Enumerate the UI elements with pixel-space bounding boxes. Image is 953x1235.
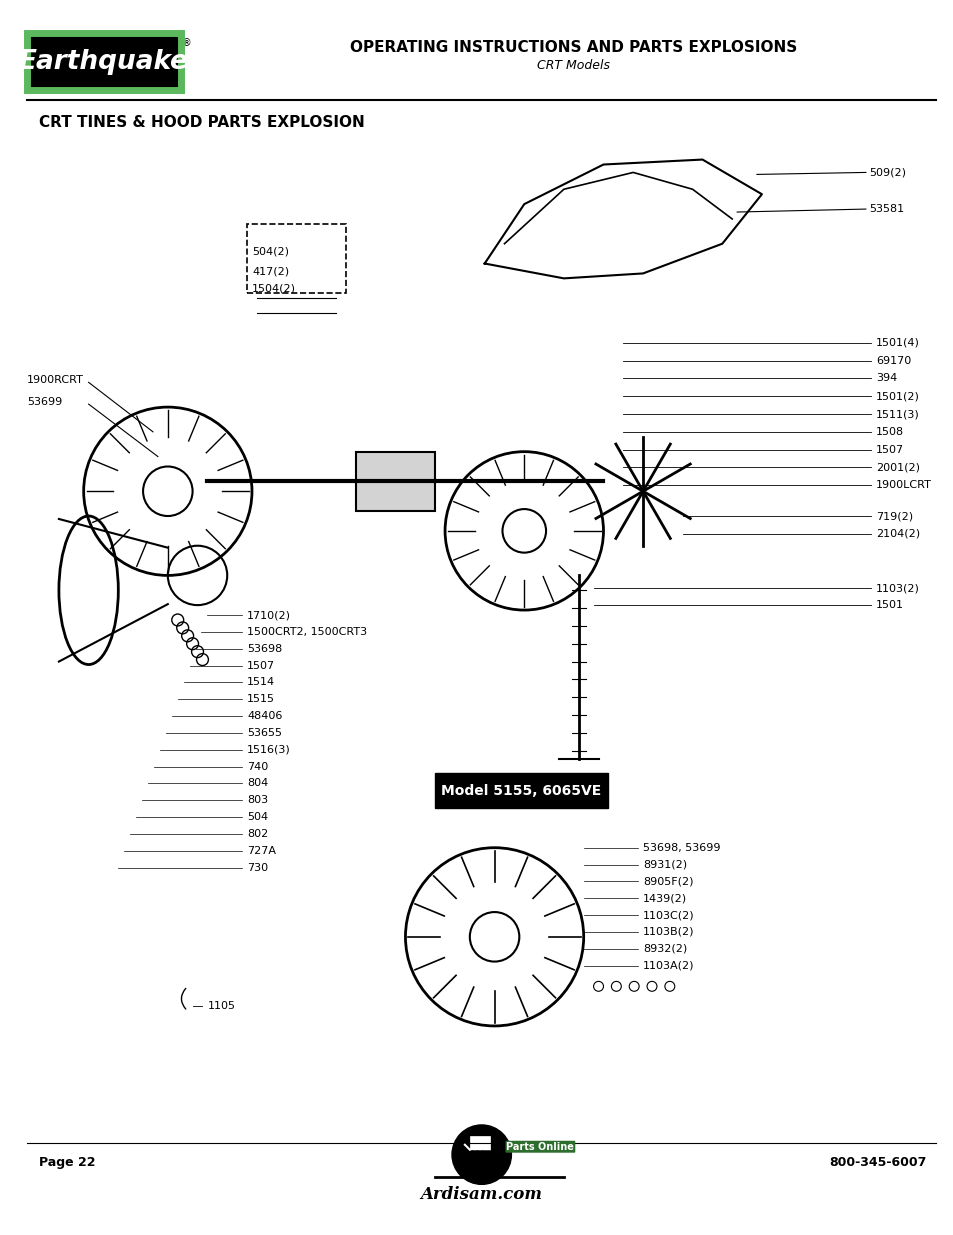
Text: 2001(2): 2001(2) xyxy=(875,462,919,473)
Text: 504: 504 xyxy=(247,813,268,823)
Text: 730: 730 xyxy=(247,862,268,872)
Text: 719(2): 719(2) xyxy=(875,511,912,521)
Text: 53581: 53581 xyxy=(868,204,903,214)
Circle shape xyxy=(482,1163,488,1170)
Text: 1507: 1507 xyxy=(875,445,902,454)
Text: 727A: 727A xyxy=(247,846,275,856)
Text: 504(2): 504(2) xyxy=(252,247,289,257)
Text: 1507: 1507 xyxy=(247,661,274,671)
Text: 1900LCRT: 1900LCRT xyxy=(875,480,931,490)
Text: ®: ® xyxy=(181,38,192,48)
Text: 1439(2): 1439(2) xyxy=(642,893,686,903)
Text: 1511(3): 1511(3) xyxy=(875,409,919,419)
Text: 69170: 69170 xyxy=(875,356,910,366)
Text: Model 5155, 6065VE: Model 5155, 6065VE xyxy=(440,784,600,798)
Text: OPERATING INSTRUCTIONS AND PARTS EXPLOSIONS: OPERATING INSTRUCTIONS AND PARTS EXPLOSI… xyxy=(350,41,797,56)
Text: 509(2): 509(2) xyxy=(868,168,905,178)
Text: 1508: 1508 xyxy=(875,427,902,437)
Text: 53698, 53699: 53698, 53699 xyxy=(642,842,720,852)
Text: Earthquake: Earthquake xyxy=(18,48,188,74)
Text: 394: 394 xyxy=(875,373,896,383)
Text: 1500CRT2, 1500CRT3: 1500CRT2, 1500CRT3 xyxy=(247,627,367,637)
Text: Ardisam.com: Ardisam.com xyxy=(420,1186,542,1203)
Text: Page 22: Page 22 xyxy=(39,1156,95,1170)
Text: 1501(4): 1501(4) xyxy=(875,337,919,348)
Circle shape xyxy=(469,1163,476,1170)
Text: CRT TINES & HOOD PARTS EXPLOSION: CRT TINES & HOOD PARTS EXPLOSION xyxy=(39,115,364,131)
Text: 1501(2): 1501(2) xyxy=(875,391,919,401)
Text: 800-345-6007: 800-345-6007 xyxy=(828,1156,925,1170)
Text: 1103A(2): 1103A(2) xyxy=(642,961,694,971)
Text: 1710(2): 1710(2) xyxy=(247,610,291,620)
Text: 1514: 1514 xyxy=(247,677,274,688)
FancyBboxPatch shape xyxy=(435,773,608,808)
Text: 740: 740 xyxy=(247,762,268,772)
Bar xyxy=(469,1136,489,1150)
Text: 1516(3): 1516(3) xyxy=(247,745,291,755)
Text: 804: 804 xyxy=(247,778,268,788)
Text: 1103C(2): 1103C(2) xyxy=(642,910,694,920)
Text: 8905F(2): 8905F(2) xyxy=(642,877,693,887)
FancyBboxPatch shape xyxy=(28,33,180,90)
Text: Parts Online: Parts Online xyxy=(506,1141,574,1152)
Text: 1103(2): 1103(2) xyxy=(875,583,919,593)
Text: 803: 803 xyxy=(247,795,268,805)
Text: 1105: 1105 xyxy=(207,1002,235,1011)
Circle shape xyxy=(452,1125,511,1184)
Text: 2104(2): 2104(2) xyxy=(875,529,919,538)
Text: 53655: 53655 xyxy=(247,727,282,737)
Text: 1501: 1501 xyxy=(875,600,902,610)
Bar xyxy=(247,224,346,293)
Text: 802: 802 xyxy=(247,829,268,839)
Text: 1515: 1515 xyxy=(247,694,274,704)
Text: CRT Models: CRT Models xyxy=(537,59,610,72)
Text: 1103B(2): 1103B(2) xyxy=(642,927,694,937)
Bar xyxy=(355,452,435,511)
Text: 48406: 48406 xyxy=(247,711,282,721)
Text: 8932(2): 8932(2) xyxy=(642,944,686,953)
Text: 1504(2): 1504(2) xyxy=(252,283,295,293)
Text: 1900RCRT: 1900RCRT xyxy=(28,375,84,385)
Text: 417(2): 417(2) xyxy=(252,267,289,277)
Text: 53699: 53699 xyxy=(28,398,62,408)
Text: 53698: 53698 xyxy=(247,643,282,653)
Text: 8931(2): 8931(2) xyxy=(642,860,686,869)
